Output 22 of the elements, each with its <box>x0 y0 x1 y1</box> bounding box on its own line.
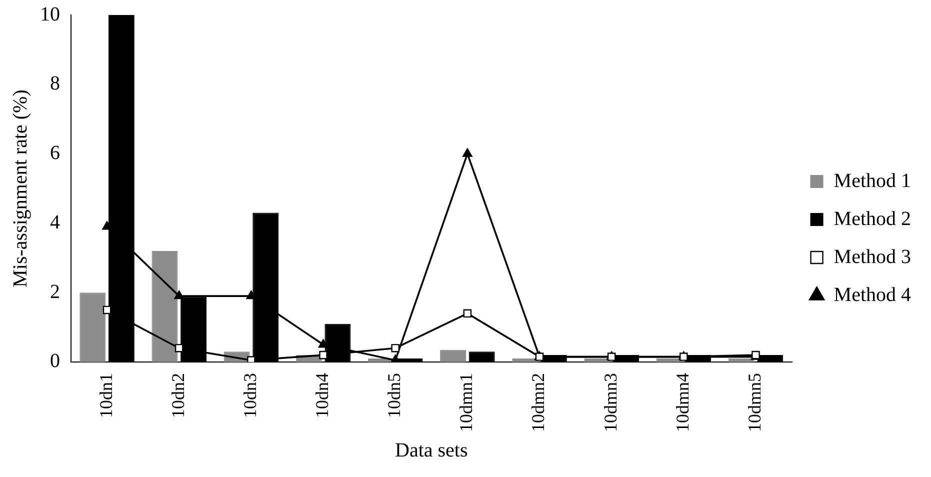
y-tick-label: 6 <box>50 142 60 164</box>
x-axis-title: Data sets <box>395 439 468 462</box>
y-axis-title: Mis-assignment rate (%) <box>9 90 32 288</box>
legend-label: Method 4 <box>834 284 911 306</box>
y-tick-label: 8 <box>50 72 60 95</box>
x-tick-label: 10dmn2 <box>528 373 548 432</box>
y-tick-label: 2 <box>50 280 60 303</box>
x-tick-label: 10dn1 <box>96 373 116 418</box>
y-tick-label: 10 <box>40 3 60 26</box>
y-tick-label: 4 <box>50 211 60 234</box>
x-tick-label: 10dmn4 <box>672 373 692 432</box>
x-tick-label: 10dn2 <box>168 373 188 418</box>
y-tick-label: 0 <box>50 350 60 372</box>
x-tick-label: 10dn3 <box>240 373 260 418</box>
x-tick-label: 10dmn5 <box>744 373 764 432</box>
x-tick-label: 10dmn3 <box>600 373 620 432</box>
legend-label: Method 2 <box>834 208 911 230</box>
x-tick-label: 10dn5 <box>384 373 404 418</box>
legend-label: Method 1 <box>834 170 911 192</box>
x-tick-label: 10dn4 <box>312 373 332 418</box>
legend-label: Method 3 <box>834 246 911 268</box>
x-tick-label: 10dmn1 <box>456 373 476 432</box>
